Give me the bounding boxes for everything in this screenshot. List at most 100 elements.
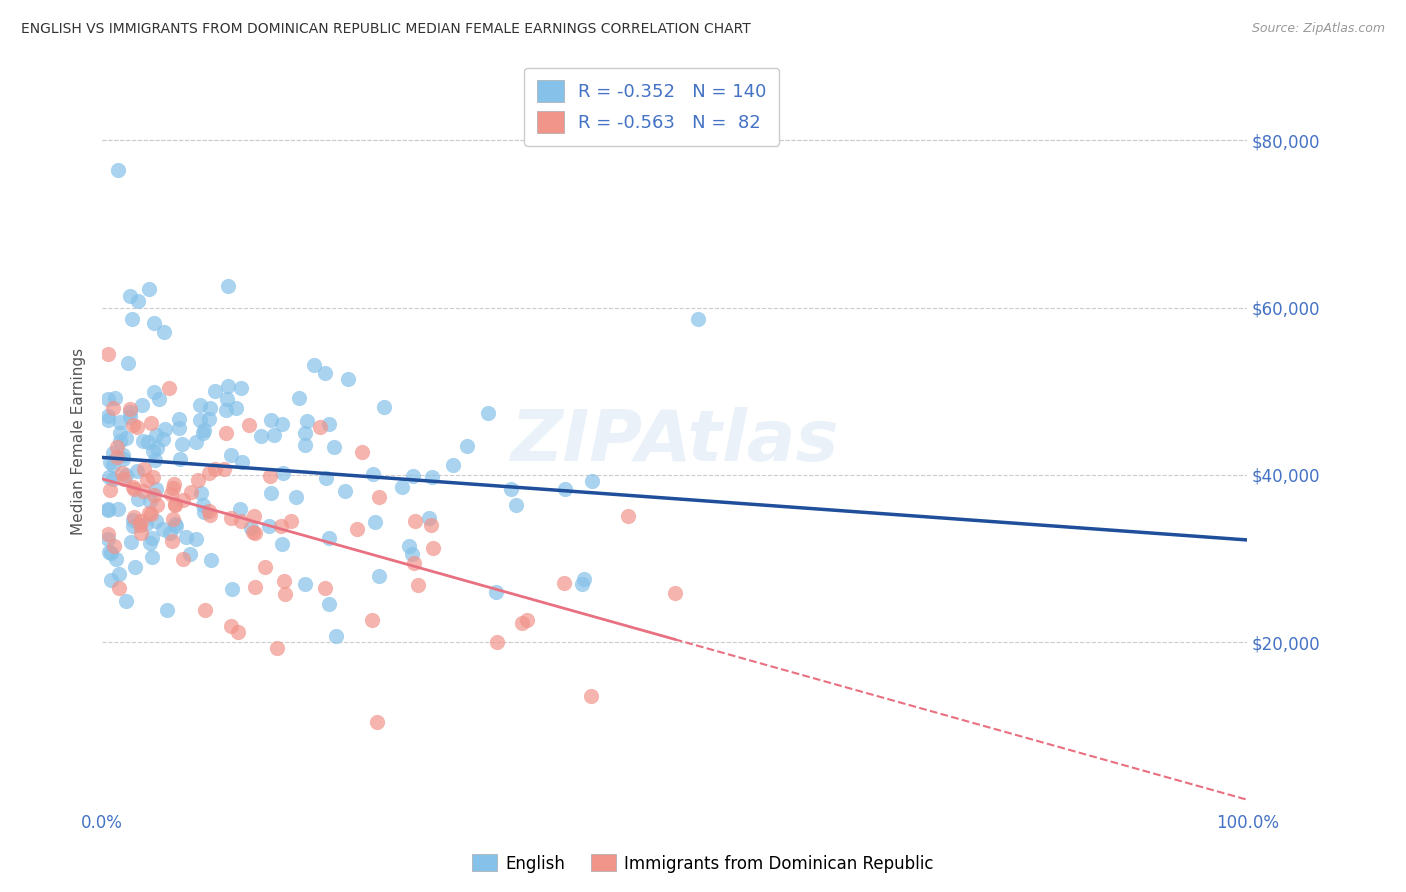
Point (101, 472, 124, 486)
Point (420, 517, 443, 532)
Point (105, 450, 128, 464)
Point (259, 468, 281, 483)
Point (217, 392, 239, 407)
Point (554, 483, 576, 497)
Point (159, 525, 181, 540)
Point (108, 434, 131, 449)
Point (686, 311, 709, 326)
Point (266, 641, 288, 656)
Point (229, 501, 252, 516)
Point (243, 509, 266, 524)
Point (325, 629, 347, 643)
Point (404, 557, 426, 571)
Legend: R = -0.352   N = 140, R = -0.563   N =  82: R = -0.352 N = 140, R = -0.563 N = 82 (524, 68, 779, 146)
Point (315, 471, 337, 485)
Point (221, 582, 243, 596)
Point (97, 503, 120, 517)
Point (101, 401, 124, 416)
Point (217, 279, 239, 293)
Point (121, 480, 143, 494)
Point (152, 522, 174, 536)
Point (200, 553, 222, 567)
Point (104, 391, 127, 405)
Point (231, 381, 253, 395)
Point (120, 535, 142, 549)
Point (143, 488, 166, 502)
Point (350, 445, 373, 459)
Point (122, 482, 145, 496)
Point (318, 531, 340, 545)
Point (124, 560, 146, 574)
Point (212, 462, 235, 476)
Point (238, 418, 260, 433)
Point (162, 476, 184, 491)
Point (179, 547, 201, 561)
Point (132, 461, 155, 475)
Point (160, 534, 183, 549)
Point (121, 519, 143, 533)
Point (131, 398, 153, 412)
Point (406, 578, 429, 592)
Point (284, 490, 307, 504)
Point (103, 539, 125, 553)
Point (314, 581, 336, 595)
Point (214, 403, 236, 417)
Point (572, 573, 595, 587)
Point (364, 515, 387, 529)
Point (221, 619, 243, 633)
Point (114, 431, 136, 445)
Point (114, 468, 136, 483)
Point (170, 437, 193, 451)
Point (314, 366, 336, 380)
Point (97, 501, 120, 516)
Point (125, 419, 148, 434)
Point (169, 452, 191, 467)
Point (146, 441, 169, 455)
Point (346, 523, 368, 537)
Point (105, 552, 128, 566)
Point (118, 402, 141, 417)
Point (117, 355, 139, 369)
Point (260, 486, 283, 500)
Point (145, 482, 167, 496)
Point (240, 521, 263, 535)
Point (198, 401, 221, 415)
Point (263, 427, 285, 442)
Point (242, 525, 264, 540)
Point (167, 411, 190, 425)
Point (127, 491, 149, 506)
Point (287, 391, 309, 405)
Point (336, 372, 359, 386)
Point (402, 469, 425, 483)
Point (160, 487, 183, 501)
Point (100, 546, 122, 560)
Point (112, 452, 135, 467)
Point (499, 482, 522, 496)
Point (187, 473, 209, 487)
Point (271, 537, 294, 551)
Point (115, 594, 138, 608)
Point (198, 466, 221, 480)
Point (360, 613, 382, 627)
Point (162, 481, 184, 495)
Point (191, 426, 214, 441)
Point (516, 613, 538, 627)
Point (302, 358, 325, 372)
Point (145, 514, 167, 528)
Point (401, 547, 423, 561)
Point (145, 498, 167, 512)
Point (579, 689, 602, 703)
Point (118, 409, 141, 424)
Point (231, 455, 253, 469)
Point (121, 513, 143, 527)
Point (131, 483, 153, 498)
Point (398, 539, 420, 553)
Point (98, 483, 121, 497)
Point (127, 293, 149, 308)
Point (193, 505, 215, 519)
Point (112, 472, 135, 486)
Point (204, 462, 226, 476)
Point (215, 425, 238, 440)
Point (581, 475, 603, 489)
Point (143, 453, 166, 467)
